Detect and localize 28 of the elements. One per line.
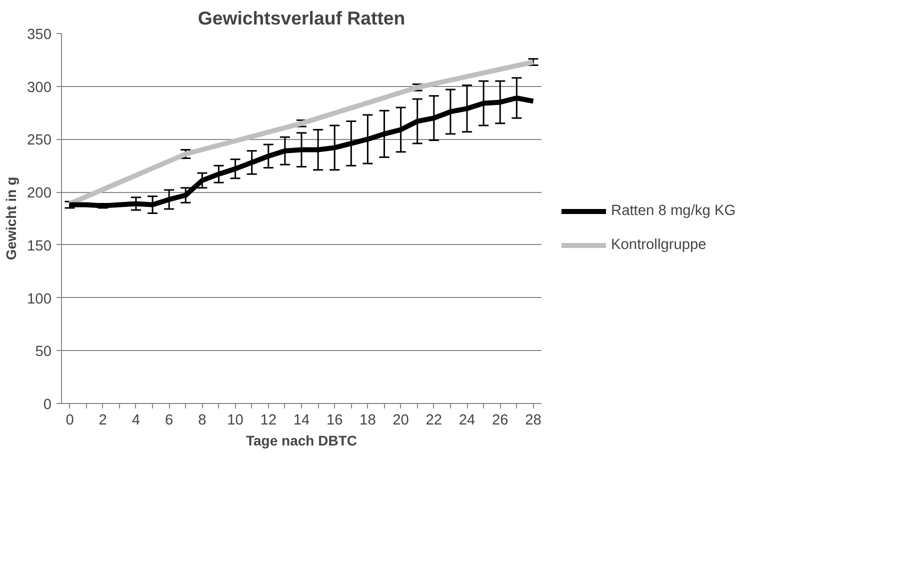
y-tick-label: 200 xyxy=(27,186,52,202)
x-tick-label: 26 xyxy=(492,412,508,428)
x-tick-label: 16 xyxy=(326,412,343,428)
x-tick-label: 4 xyxy=(132,412,140,428)
x-tick-label: 18 xyxy=(360,412,376,428)
x-tick-label: 14 xyxy=(293,412,310,428)
y-tick-label: 250 xyxy=(27,132,52,149)
y-tick-label: 300 xyxy=(27,80,52,96)
x-tick-label: 10 xyxy=(227,412,244,428)
legend-label: Kontrollgruppe xyxy=(611,236,706,252)
legend-label: Ratten 8 mg/kg KG xyxy=(611,202,736,218)
y-tick-label: 150 xyxy=(27,238,52,254)
x-tick-label: 6 xyxy=(165,412,174,428)
x-tick-label: 12 xyxy=(260,412,277,428)
y-tick-label: 50 xyxy=(35,344,52,360)
x-tick-label: 22 xyxy=(426,412,442,428)
y-tick-label: 0 xyxy=(43,397,52,413)
x-tick-label: 8 xyxy=(198,412,206,428)
x-axis-title: Tage nach DBTC xyxy=(246,432,357,448)
y-tick-label: 100 xyxy=(27,291,52,308)
y-tick-label: 350 xyxy=(27,27,52,43)
x-tick-label: 28 xyxy=(525,412,542,428)
x-tick-label: 20 xyxy=(392,412,409,428)
chart-title: Gewichtsverlauf Ratten xyxy=(198,8,406,28)
x-tick-label: 24 xyxy=(458,412,476,428)
x-tick-label: 0 xyxy=(66,412,74,428)
y-axis-title: Gewicht in g xyxy=(3,176,20,260)
x-tick-label: 2 xyxy=(98,412,107,428)
